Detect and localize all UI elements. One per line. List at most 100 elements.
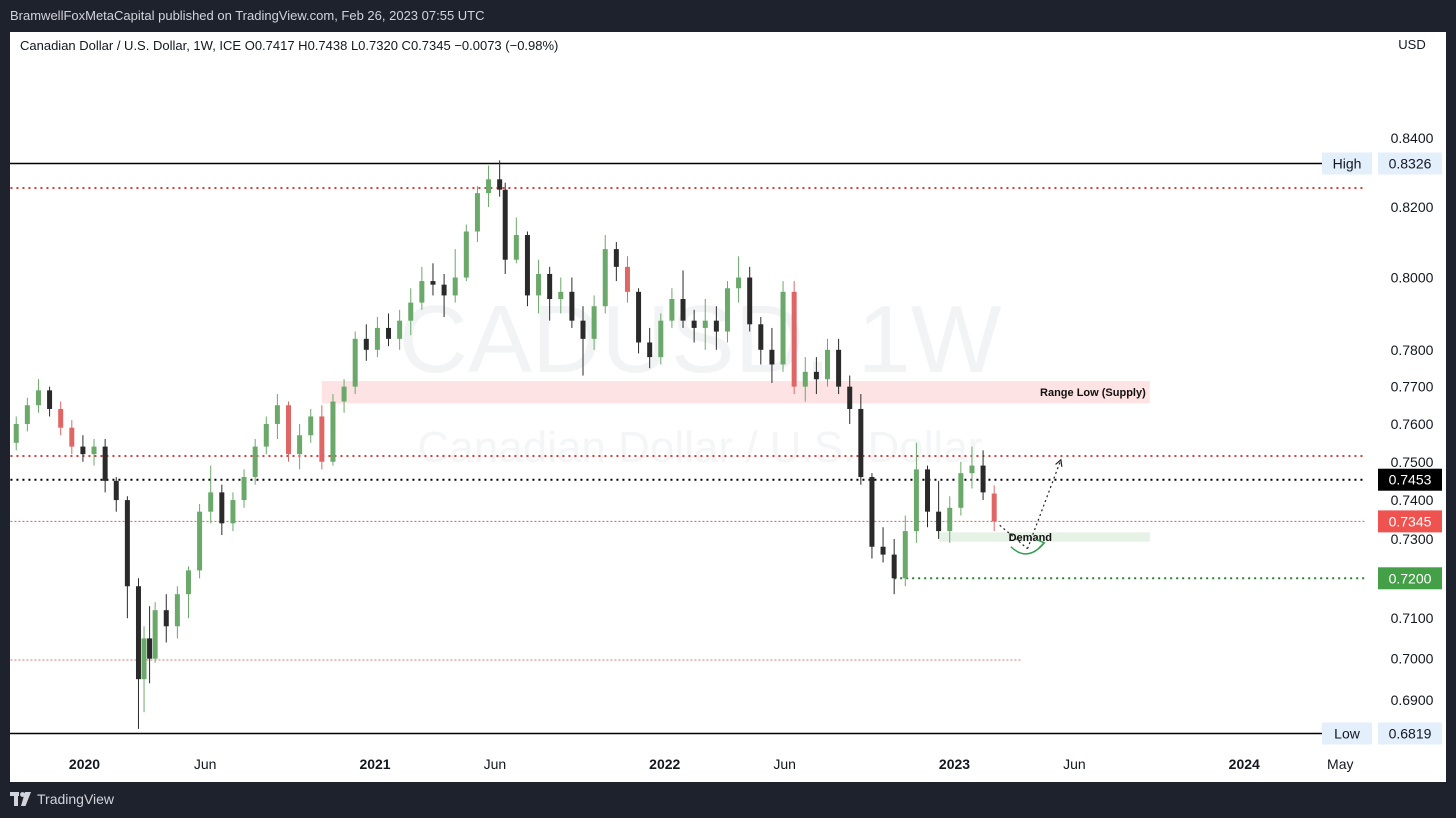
published-banner: BramwellFoxMetaCapital published on Trad… [0, 0, 1456, 32]
candle [341, 379, 347, 413]
price-tick-label: 0.7700 [1391, 379, 1434, 395]
candle [408, 288, 414, 336]
candle [24, 397, 30, 432]
candle-body [780, 291, 786, 365]
watermark: CADUSD, 1W Canadian Dollar / U.S. Dollar [399, 286, 1002, 472]
candle [252, 439, 258, 485]
candle [497, 160, 503, 197]
candle-body [386, 327, 392, 339]
candle-body [858, 408, 864, 478]
candle-body [502, 189, 508, 260]
candle [58, 401, 64, 436]
candle [286, 401, 292, 462]
candle [980, 450, 986, 501]
candle-body [174, 594, 180, 627]
candle [274, 394, 280, 440]
candle-body [647, 342, 653, 358]
price-tag-box [1378, 152, 1442, 175]
candle-body [363, 338, 369, 350]
time-tick-label: 2023 [939, 756, 970, 772]
price-tag-value: 0.6819 [1389, 726, 1432, 742]
candle-body [869, 477, 875, 547]
candle [330, 394, 336, 466]
candle-body [197, 511, 203, 571]
candle-body [769, 349, 775, 365]
time-tick-label: Jun [484, 756, 507, 772]
candle-body [24, 405, 30, 424]
candle-body [758, 324, 764, 350]
candle [724, 281, 730, 343]
candle-body [536, 273, 542, 296]
candle-body [124, 500, 130, 587]
candle [230, 492, 236, 532]
candle-body [602, 249, 608, 307]
candle [658, 313, 664, 365]
price-chart[interactable]: CADUSD, 1W Canadian Dollar / U.S. Dollar R… [10, 32, 1446, 782]
candle-body [35, 390, 41, 406]
candle [102, 439, 108, 493]
candle-body [669, 299, 675, 321]
price-tick-label: 0.8200 [1391, 199, 1434, 215]
time-tick-label: 2022 [649, 756, 680, 772]
price-tag-side-box [1322, 722, 1372, 745]
price-axis: USD 0.8400 0.8200 0.8000 0.7800 0.7700 0.7600 0… [1391, 37, 1434, 708]
candle-body [208, 492, 214, 512]
candle-body [474, 193, 480, 232]
candle-body [558, 291, 564, 300]
candle [197, 503, 203, 579]
price-tag-side-box [1322, 152, 1372, 175]
candle [152, 602, 158, 663]
time-tick-label: Jun [194, 756, 217, 772]
candle [452, 249, 458, 303]
candle-body [241, 477, 247, 501]
watermark-symbol: CADUSD, 1W [399, 286, 1002, 393]
candle-body [958, 473, 964, 508]
candle [936, 480, 942, 539]
price-tag-0.6819: 0.6819 Low [1322, 722, 1442, 745]
candle [263, 416, 269, 455]
price-tick-label: 0.6900 [1391, 692, 1434, 708]
candle [613, 242, 619, 282]
tradingview-brand[interactable]: TradingView [10, 791, 114, 807]
projection-up-leg [1026, 459, 1062, 549]
candle-body [913, 469, 919, 532]
candle [547, 266, 553, 321]
candle-body [747, 277, 753, 325]
price-tag-side-label: High [1333, 156, 1362, 172]
footer-brand-label: TradingView [37, 791, 115, 807]
candle-body [969, 465, 975, 474]
candle [397, 309, 403, 350]
price-tag-box [1378, 722, 1442, 745]
chart-panel[interactable]: CADUSD, 1W Canadian Dollar / U.S. Dollar R… [10, 32, 1446, 782]
candle-body [591, 306, 597, 339]
candle-body [330, 401, 336, 462]
candle-body [219, 492, 225, 524]
candle [824, 338, 830, 387]
price-tag-0.7200: 0.7200 [1378, 567, 1442, 590]
candle-body [374, 327, 380, 350]
candle [925, 465, 931, 528]
candle-body [252, 446, 258, 478]
candle [124, 496, 130, 619]
candle [624, 256, 630, 303]
candle [363, 324, 369, 361]
candle-body [636, 291, 642, 343]
projection-path [999, 458, 1063, 555]
candle [558, 277, 564, 314]
candle-body [452, 277, 458, 296]
candle-body [513, 235, 519, 260]
candle [880, 527, 886, 563]
candle-body [613, 249, 619, 267]
candle-body [547, 273, 553, 300]
candle [591, 295, 597, 350]
price-tag-box [1378, 510, 1442, 533]
price-tag-0.7453: 0.7453 [1378, 468, 1442, 491]
chart-legend: Canadian Dollar / U.S. Dollar, 1W, ICE O… [20, 38, 558, 53]
candle [669, 288, 675, 328]
candle-body [724, 288, 730, 332]
candle-body [147, 638, 153, 659]
candle [836, 338, 842, 395]
footer-bar: TradingView [0, 782, 1456, 818]
candle [419, 266, 425, 310]
candle [141, 626, 147, 713]
